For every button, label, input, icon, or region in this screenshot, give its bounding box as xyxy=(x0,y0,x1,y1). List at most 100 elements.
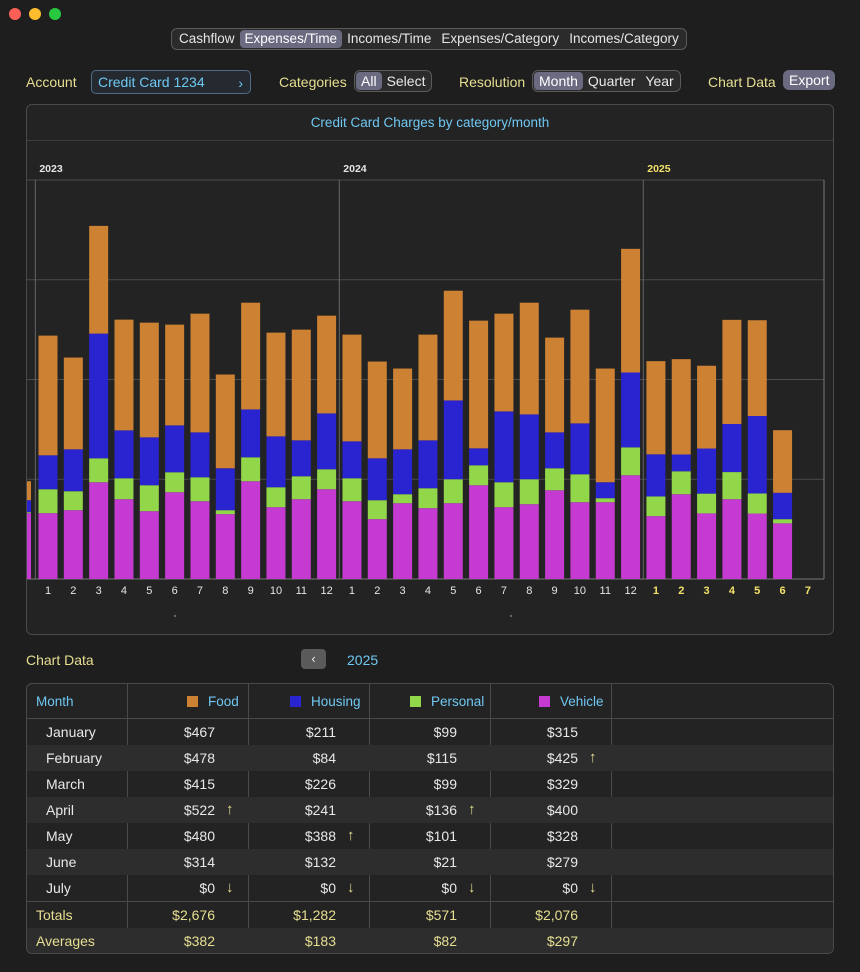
housing-cell: $183 xyxy=(304,933,336,949)
personal-cell: $21 xyxy=(433,854,457,870)
x-tick-label: 2 xyxy=(678,585,684,597)
resolution-month-option[interactable]: Month xyxy=(534,72,583,90)
vehicle-cell: $297 xyxy=(546,933,578,949)
column-header-vehicle[interactable]: Vehicle xyxy=(539,684,604,719)
categories-select-option[interactable]: Select xyxy=(386,73,426,89)
bar-segment-vehicle xyxy=(494,507,514,579)
personal-cell: $101 xyxy=(425,828,457,844)
bar-segment-personal xyxy=(519,479,539,505)
bar-segment-personal xyxy=(165,472,185,493)
x-tick-label: 6 xyxy=(172,585,178,597)
bar-segment-housing xyxy=(418,440,438,489)
table-row[interactable]: May $480 $388 ↑ $101 $328 xyxy=(27,823,833,849)
bar-segment-food xyxy=(545,337,565,433)
bar-segment-personal xyxy=(393,494,413,504)
housing-cell: $132 xyxy=(304,854,336,870)
x-tick-label: 12 xyxy=(624,585,636,597)
tab-incomes-time[interactable]: Incomes/Time xyxy=(347,31,432,46)
close-window-button[interactable] xyxy=(9,8,21,20)
bar-segment-housing xyxy=(443,400,463,480)
tab-cashflow[interactable]: Cashflow xyxy=(179,31,235,46)
bar-segment-personal xyxy=(291,476,311,500)
food-cell: $522 xyxy=(183,802,215,818)
bar-segment-food xyxy=(367,361,387,459)
bar-segment-housing xyxy=(241,409,261,458)
x-tick-label: 8 xyxy=(526,585,532,597)
bar-segment-housing xyxy=(165,425,185,473)
tab-incomes-category[interactable]: Incomes/Category xyxy=(569,31,679,46)
minimize-window-button[interactable] xyxy=(29,8,41,20)
x-tick-label: 11 xyxy=(296,585,307,597)
tab-expenses-time[interactable]: Expenses/Time xyxy=(239,30,343,48)
summary-row[interactable]: Averages $382 $183 $82 $297 xyxy=(27,928,833,953)
food-cell: $478 xyxy=(183,750,215,766)
account-selector[interactable]: Credit Card 1234 › xyxy=(91,70,251,94)
export-button[interactable]: Export xyxy=(783,70,836,90)
bar-segment-vehicle xyxy=(63,510,83,579)
categories-all-option[interactable]: All xyxy=(356,72,382,90)
x-tick-label: 5 xyxy=(754,585,760,597)
bar-segment-food xyxy=(494,313,514,412)
column-header-food[interactable]: Food xyxy=(187,684,239,719)
selected-year: 2025 xyxy=(347,652,379,668)
bar-segment-housing xyxy=(215,468,235,511)
bar-segment-housing xyxy=(38,455,58,490)
bar-segment-food xyxy=(139,322,159,438)
resolution-year-option[interactable]: Year xyxy=(645,73,674,89)
x-tick-label: 9 xyxy=(552,585,558,597)
x-tick-label: 3 xyxy=(704,585,710,597)
month-cell: March xyxy=(46,776,85,792)
bar-segment-personal xyxy=(494,482,514,508)
table-row[interactable]: February $478 $84 $115 $425 ↑ xyxy=(27,745,833,771)
bar-segment-vehicle xyxy=(595,502,615,579)
resolution-quarter-option[interactable]: Quarter xyxy=(587,73,636,89)
tab-expenses-category[interactable]: Expenses/Category xyxy=(441,31,560,46)
bar-segment-housing xyxy=(494,411,514,483)
bar-segment-housing xyxy=(317,413,337,470)
food-cell: $480 xyxy=(183,828,215,844)
summary-row[interactable]: Totals $2,676 $1,282 $571 $2,076 xyxy=(27,902,833,928)
bar-segment-housing xyxy=(722,423,742,473)
housing-cell: $226 xyxy=(304,776,336,792)
bar-segment-food xyxy=(722,319,742,424)
bar-segment-personal xyxy=(747,493,767,514)
table-row[interactable]: July $0 ↓ $0 ↓ $0 ↓ $0 ↓ xyxy=(27,875,833,901)
column-header-housing[interactable]: Housing xyxy=(290,684,361,719)
x-tick-label: 6 xyxy=(780,585,786,597)
table-row[interactable]: March $415 $226 $99 $329 xyxy=(27,771,833,797)
housing-swatch xyxy=(290,696,301,707)
bar-segment-food xyxy=(621,248,641,373)
bar-segment-personal xyxy=(469,465,489,486)
bar-segment-vehicle xyxy=(38,513,58,579)
column-header-month[interactable]: Month xyxy=(36,694,74,709)
bar-segment-partial xyxy=(27,481,31,501)
bar-segment-vehicle xyxy=(114,499,134,579)
x-tick-label: 2 xyxy=(70,585,76,597)
personal-header-label: Personal xyxy=(431,694,485,709)
bar-segment-vehicle xyxy=(393,503,413,579)
bar-segment-personal xyxy=(671,471,691,495)
vehicle-cell: $400 xyxy=(546,802,578,818)
bar-segment-food xyxy=(393,368,413,450)
month-cell: July xyxy=(46,880,71,896)
bar-segment-personal xyxy=(595,498,615,503)
vehicle-cell: $329 xyxy=(546,776,578,792)
resolution-label: Resolution xyxy=(459,74,526,90)
previous-year-button[interactable]: ‹ xyxy=(301,649,326,669)
x-tick-label: 12 xyxy=(321,585,333,597)
bar-segment-housing xyxy=(139,437,159,486)
bar-segment-food xyxy=(190,313,210,433)
x-tick-label: 4 xyxy=(425,585,431,597)
bar-segment-vehicle xyxy=(190,501,210,579)
column-header-personal[interactable]: Personal xyxy=(410,684,484,719)
chevron-right-icon: › xyxy=(238,75,243,91)
table-row[interactable]: January $467 $211 $99 $315 xyxy=(27,719,833,745)
bar-segment-food xyxy=(595,368,615,483)
table-row[interactable]: June $314 $132 $21 $279 xyxy=(27,849,833,875)
bar-segment-personal xyxy=(697,493,717,514)
table-row[interactable]: April $522 ↑ $241 $136 ↑ $400 xyxy=(27,797,833,823)
zoom-window-button[interactable] xyxy=(49,8,61,20)
personal-cell: $115 xyxy=(426,750,457,766)
bar-segment-vehicle xyxy=(418,508,438,579)
